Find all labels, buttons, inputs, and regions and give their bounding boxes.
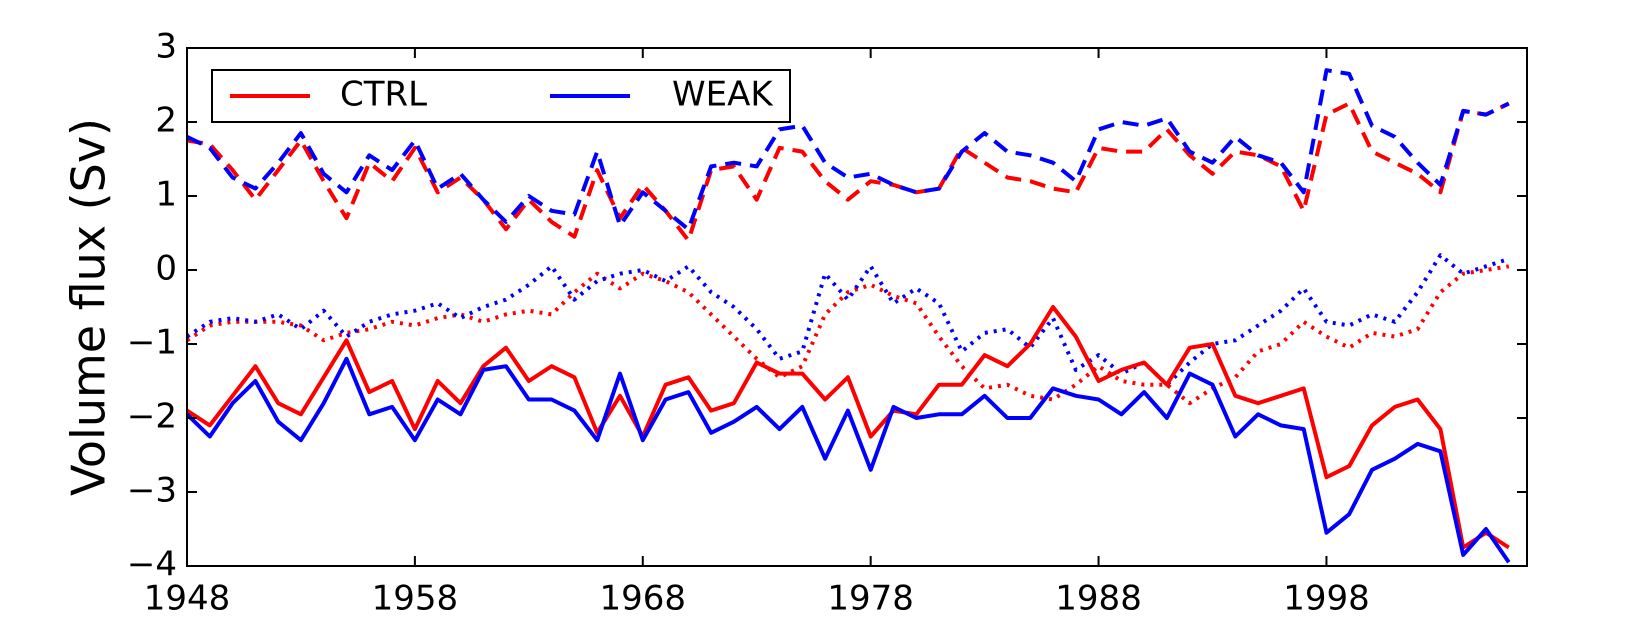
x-tick-label: 1998 xyxy=(1283,579,1370,619)
series-line xyxy=(187,356,1511,564)
y-tick-label: −2 xyxy=(127,397,177,437)
series-line xyxy=(187,101,1510,243)
x-tick-label: 1968 xyxy=(600,579,687,619)
x-tick-label: 1988 xyxy=(1055,579,1142,619)
plot-area xyxy=(187,68,1511,564)
y-tick-label: 1 xyxy=(155,175,177,215)
legend-label: CTRL xyxy=(340,75,427,115)
y-axis-label: Volume flux (Sv) xyxy=(62,118,116,496)
axes-frame xyxy=(186,47,1528,567)
x-tick-label: 1978 xyxy=(827,579,914,619)
series-line xyxy=(187,68,1510,232)
x-tick-label: 1958 xyxy=(372,579,459,619)
series-line xyxy=(187,264,1510,406)
series-line xyxy=(187,253,1510,387)
legend-label: WEAK xyxy=(672,75,774,115)
y-tick-label: 0 xyxy=(155,249,177,289)
y-tick-label: 3 xyxy=(155,27,177,67)
y-tick-label: −4 xyxy=(127,545,177,585)
x-tick-label: 1948 xyxy=(144,579,231,619)
y-tick-label: −1 xyxy=(127,323,177,363)
y-tick-label: 2 xyxy=(155,101,177,141)
y-tick-label: −3 xyxy=(127,471,177,511)
series-line xyxy=(187,305,1510,550)
